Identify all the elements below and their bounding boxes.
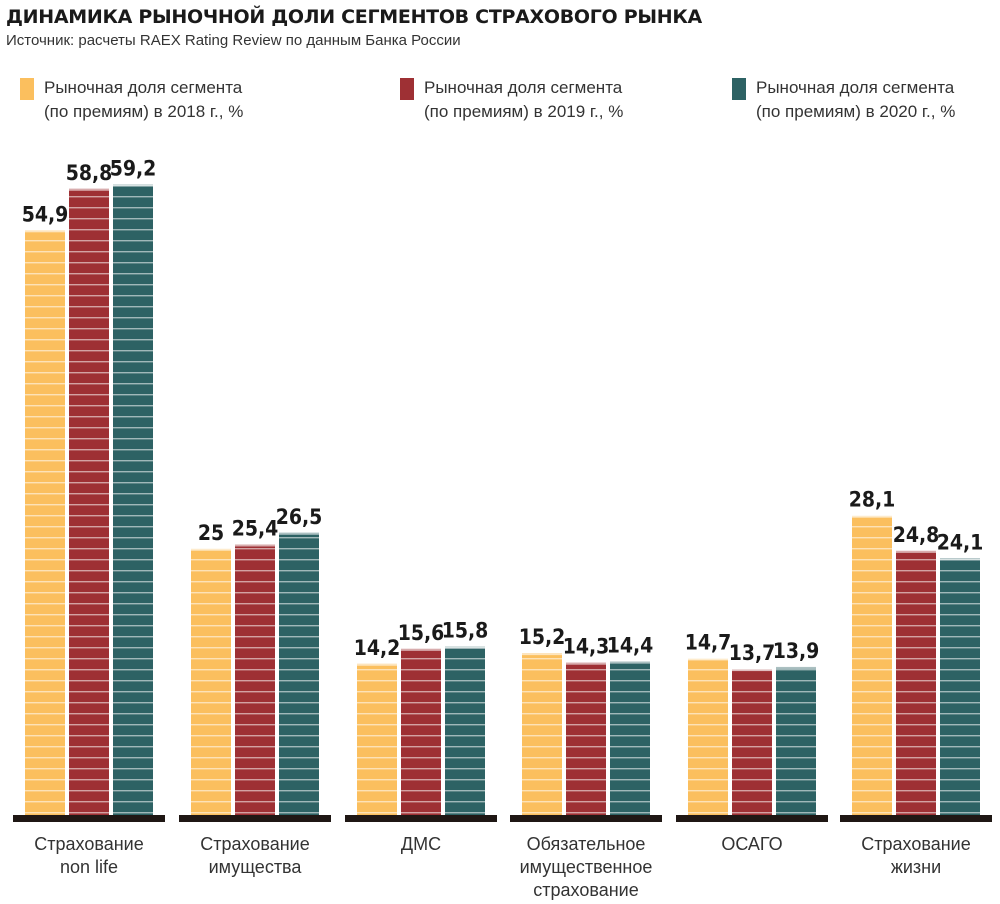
legend-swatch-2018: [20, 78, 34, 100]
value-label: 58,8: [66, 161, 113, 185]
legend-line-2: (по премиям) в 2019 г., %: [424, 102, 624, 121]
value-label: 25: [198, 521, 224, 545]
bar-1-series-2: [69, 188, 109, 815]
value-label: 28,1: [849, 488, 896, 512]
chart-source: Источник: расчеты RAEX Rating Review по …: [6, 32, 461, 49]
bar-top-highlight: [69, 188, 109, 191]
category-label: ДМС: [401, 834, 441, 854]
legend-swatch-2019: [400, 78, 414, 100]
category-label: ОСАГО: [721, 834, 782, 854]
legend-line-2: (по премиям) в 2020 г., %: [756, 102, 956, 121]
category-label: Страхование: [861, 834, 970, 854]
bar-top-highlight: [776, 666, 816, 669]
value-label: 24,8: [893, 523, 940, 547]
category-label: имущества: [209, 857, 303, 877]
value-label: 15,2: [519, 625, 566, 649]
category-label: Страхование: [200, 834, 309, 854]
value-label: 14,7: [685, 630, 732, 654]
bar-4-series-1: [522, 653, 562, 815]
value-label: 13,9: [773, 639, 820, 663]
bar-5-series-1: [688, 658, 728, 815]
bar-top-highlight: [401, 648, 441, 651]
category-label: имущественное: [520, 857, 653, 877]
bar-2-series-3: [279, 532, 319, 815]
bar-top-highlight: [445, 646, 485, 649]
value-label: 14,2: [354, 636, 401, 660]
value-label: 15,6: [398, 621, 445, 645]
bar-1-series-3: [113, 184, 153, 815]
bar-top-highlight: [566, 662, 606, 665]
category-axis-segment: [510, 815, 662, 822]
chart-title: ДИНАМИКА РЫНОЧНОЙ ДОЛИ СЕГМЕНТОВ СТРАХОВ…: [6, 6, 702, 28]
category-label: жизни: [891, 857, 941, 877]
category-axis-segment: [345, 815, 497, 822]
category-label: страхование: [533, 880, 638, 900]
bar-4-series-3: [610, 661, 650, 815]
bar-6-series-3: [940, 558, 980, 815]
legend-line-1: Рыночная доля сегмента: [756, 78, 955, 97]
legend-line-1: Рыночная доля сегмента: [44, 78, 243, 97]
category-axis-segment: [179, 815, 331, 822]
bar-6-series-1: [852, 515, 892, 815]
bar-top-highlight: [235, 544, 275, 547]
bar-top-highlight: [522, 653, 562, 656]
category-axis-segment: [840, 815, 992, 822]
bar-2-series-1: [191, 548, 231, 815]
bar-top-highlight: [688, 658, 728, 661]
bar-1-series-1: [25, 230, 65, 815]
bar-5-series-3: [776, 666, 816, 815]
legend-text-2019: Рыночная доля сегмента (по премиям) в 20…: [424, 76, 674, 124]
category-label: non life: [60, 857, 118, 877]
value-label: 13,7: [729, 641, 776, 665]
bar-3-series-3: [445, 646, 485, 815]
bar-5-series-2: [732, 669, 772, 815]
legend-text-2018: Рыночная доля сегмента (по премиям) в 20…: [44, 76, 294, 124]
value-label: 54,9: [22, 202, 69, 226]
bar-top-highlight: [610, 661, 650, 664]
legend-text-2020: Рыночная доля сегмента (по премиям) в 20…: [756, 76, 1000, 124]
category-axis-segment: [676, 815, 828, 822]
bar-3-series-2: [401, 648, 441, 815]
bar-top-highlight: [191, 548, 231, 551]
bar-4-series-2: [566, 662, 606, 815]
legend-line-2: (по премиям) в 2018 г., %: [44, 102, 244, 121]
value-label: 15,8: [442, 619, 489, 643]
category-axis-segment: [13, 815, 165, 822]
bar-top-highlight: [113, 184, 153, 187]
bar-top-highlight: [896, 550, 936, 553]
bar-2-series-2: [235, 544, 275, 815]
bar-top-highlight: [357, 663, 397, 666]
bar-top-highlight: [852, 515, 892, 518]
value-label: 26,5: [276, 505, 323, 529]
value-label: 14,4: [607, 634, 654, 658]
bar-top-highlight: [732, 669, 772, 672]
value-label: 25,4: [232, 516, 279, 540]
bar-3-series-1: [357, 663, 397, 815]
bar-top-highlight: [940, 558, 980, 561]
value-label: 59,2: [110, 157, 157, 181]
bar-top-highlight: [25, 230, 65, 233]
value-label: 14,3: [563, 635, 610, 659]
legend-swatch-2020: [732, 78, 746, 100]
bar-6-series-2: [896, 550, 936, 815]
category-label: Обязательное: [527, 834, 646, 854]
bar-top-highlight: [279, 532, 319, 535]
legend-line-1: Рыночная доля сегмента: [424, 78, 623, 97]
value-label: 24,1: [937, 530, 984, 554]
category-label: Страхование: [34, 834, 143, 854]
